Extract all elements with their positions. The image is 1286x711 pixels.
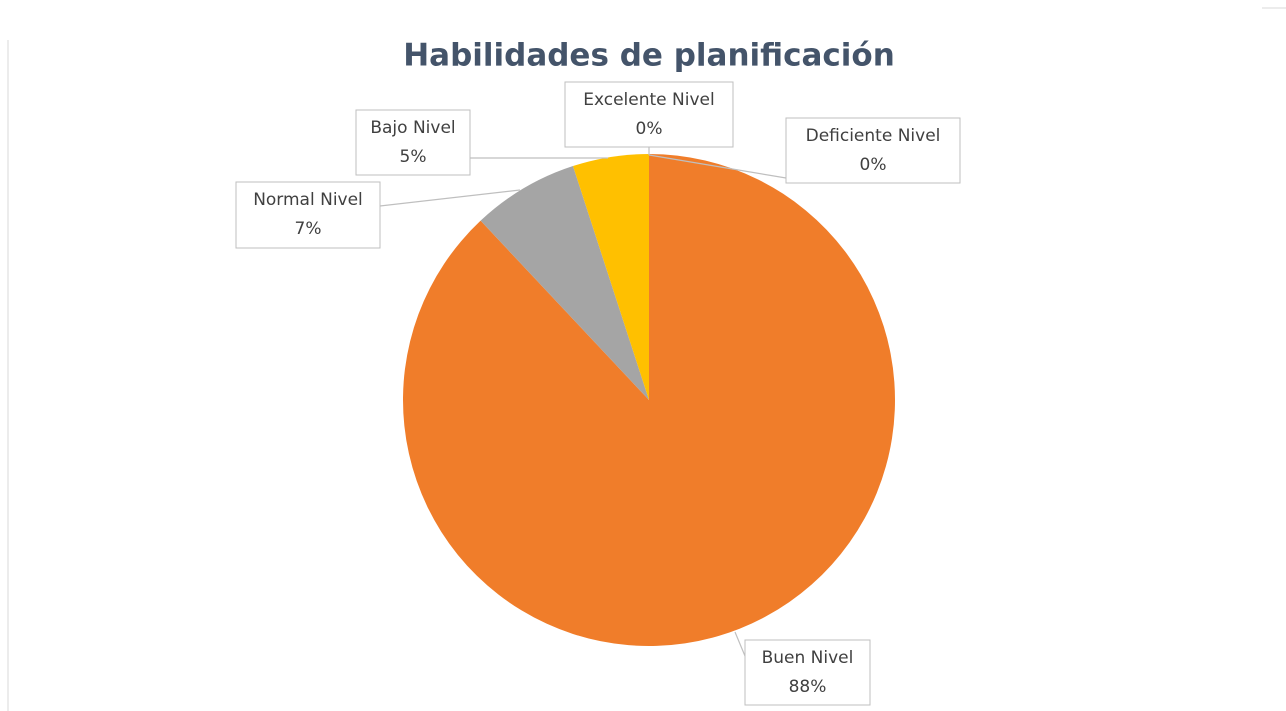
label-box xyxy=(785,117,961,184)
category-label: Buen Nivel xyxy=(762,648,854,668)
category-label: Normal Nivel xyxy=(253,190,363,210)
label-box xyxy=(235,181,381,249)
pie-slice xyxy=(402,154,895,646)
value-label: 5% xyxy=(400,147,427,167)
pie-slice xyxy=(572,154,649,400)
label-box xyxy=(355,109,471,176)
value-label: 88% xyxy=(789,677,827,697)
label-box xyxy=(744,639,871,706)
value-label: 7% xyxy=(295,219,322,239)
pie-slice xyxy=(480,166,649,400)
leader-line xyxy=(734,631,746,657)
leader-line xyxy=(379,189,521,207)
label-box xyxy=(564,81,734,148)
chart-title: Habilidades de planificación xyxy=(403,38,895,74)
value-label: 0% xyxy=(860,155,887,175)
value-label: 0% xyxy=(636,119,663,139)
leader-line xyxy=(648,154,787,179)
category-label: Bajo Nivel xyxy=(370,118,455,138)
category-label: Excelente Nivel xyxy=(583,90,714,110)
category-label: Deficiente Nivel xyxy=(806,126,941,146)
